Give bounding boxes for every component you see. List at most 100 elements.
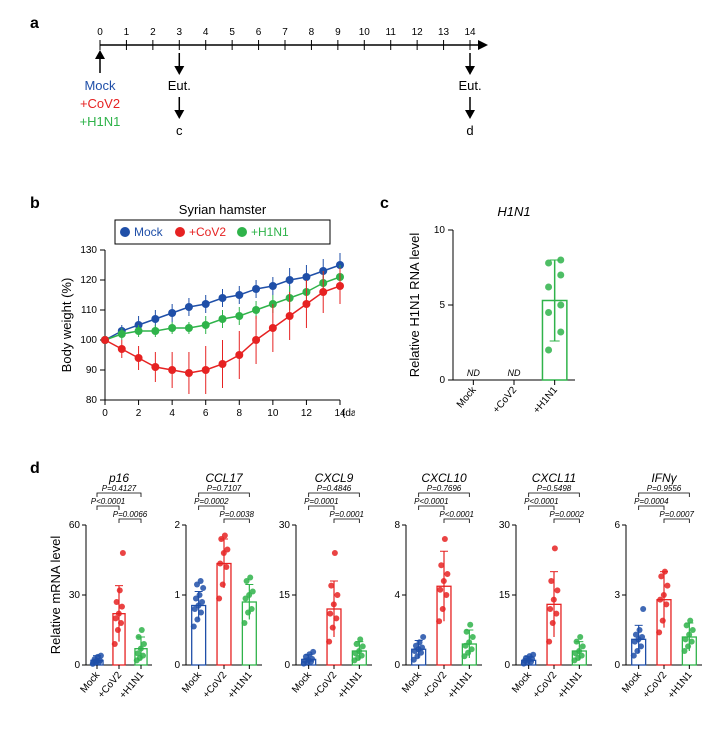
svg-text:P=0.0038: P=0.0038 <box>219 510 254 519</box>
svg-text:H1N1: H1N1 <box>497 204 530 219</box>
svg-text:P=0.7696: P=0.7696 <box>427 484 462 493</box>
svg-text:Mock: Mock <box>510 669 534 695</box>
svg-text:4: 4 <box>169 408 175 419</box>
svg-text:Mock: Mock <box>180 669 204 695</box>
svg-text:12: 12 <box>301 408 313 419</box>
panel-d-p16: p16P=0.4127P<0.0001P=0.006603060Relative… <box>50 470 158 720</box>
svg-text:11: 11 <box>386 27 397 38</box>
svg-text:10: 10 <box>434 225 446 236</box>
panel-letter-d: d <box>30 460 40 478</box>
svg-text:8: 8 <box>394 520 400 531</box>
svg-text:CXCL9: CXCL9 <box>315 471 354 485</box>
svg-text:6: 6 <box>614 520 620 531</box>
svg-text:P=0.0004: P=0.0004 <box>634 497 669 506</box>
svg-text:5: 5 <box>229 27 235 38</box>
svg-text:2: 2 <box>174 520 180 531</box>
panel-letter-a: a <box>30 15 39 33</box>
svg-text:P=0.5498: P=0.5498 <box>537 484 572 493</box>
svg-text:CCL17: CCL17 <box>205 471 244 485</box>
svg-text:110: 110 <box>81 305 97 316</box>
svg-text:P=0.0001: P=0.0001 <box>304 497 338 506</box>
svg-text:Eut.: Eut. <box>168 78 191 93</box>
svg-text:+H1N1: +H1N1 <box>556 670 585 701</box>
svg-text:Mock: Mock <box>134 225 164 239</box>
panel-d-ccl17: CCL17P=0.7107 P=0.0002 P=0.0038 0 1 2 Mock+CoV… <box>160 470 268 720</box>
svg-text:130: 130 <box>80 245 97 256</box>
svg-text:P=0.0002: P=0.0002 <box>194 497 229 506</box>
svg-text:+H1N1: +H1N1 <box>226 670 255 701</box>
svg-text:d: d <box>466 123 473 138</box>
svg-text:0: 0 <box>394 660 400 671</box>
svg-text:Mock: Mock <box>400 669 424 695</box>
svg-text:+CoV2: +CoV2 <box>311 670 340 701</box>
svg-text:30: 30 <box>499 520 511 531</box>
svg-text:3: 3 <box>614 590 620 601</box>
svg-text:P<0.0001: P<0.0001 <box>439 510 473 519</box>
svg-text:P=0.9556: P=0.9556 <box>647 484 682 493</box>
svg-text:Eut.: Eut. <box>458 78 481 93</box>
svg-text:+CoV2: +CoV2 <box>189 225 226 239</box>
svg-text:7: 7 <box>282 27 288 38</box>
svg-text:ND: ND <box>467 368 480 378</box>
svg-text:ND: ND <box>508 368 521 378</box>
svg-text:80: 80 <box>86 395 98 406</box>
svg-text:(days): (days) <box>342 408 355 419</box>
svg-text:100: 100 <box>80 335 97 346</box>
svg-text:0: 0 <box>504 660 510 671</box>
svg-text:Mock: Mock <box>84 78 116 93</box>
panel-b-chart: Syrian hamsterMock+CoV2+H1N1809010011012… <box>55 200 355 425</box>
svg-text:1: 1 <box>124 27 130 38</box>
svg-text:8: 8 <box>309 27 315 38</box>
svg-text:15: 15 <box>499 590 511 601</box>
svg-text:Relative mRNA level: Relative mRNA level <box>50 536 63 655</box>
svg-text:c: c <box>176 123 183 138</box>
svg-text:P=0.0001: P=0.0001 <box>329 510 363 519</box>
svg-text:+CoV2: +CoV2 <box>641 670 670 701</box>
panel-d-cxcl10: CXCL10P=0.7696P<0.0001P<0.0001048Mock+Co… <box>380 470 488 720</box>
svg-text:0: 0 <box>102 408 108 419</box>
svg-text:Mock: Mock <box>455 384 479 410</box>
panel-d-ifnγ: IFNγP=0.9556P=0.0004P=0.0007036Mock+CoV2… <box>600 470 706 720</box>
svg-text:Mock: Mock <box>290 669 314 695</box>
svg-text:IFNγ: IFNγ <box>651 471 677 485</box>
svg-text:+H1N1: +H1N1 <box>336 670 365 701</box>
svg-text:4: 4 <box>394 590 400 601</box>
svg-text:4: 4 <box>203 27 209 38</box>
panel-c-chart: H1N10510Relative H1N1 RNA levelNDMockND+… <box>405 200 585 430</box>
svg-text:Syrian hamster: Syrian hamster <box>179 202 267 217</box>
svg-text:0: 0 <box>74 660 80 671</box>
svg-text:6: 6 <box>256 27 262 38</box>
svg-text:15: 15 <box>279 590 291 601</box>
svg-text:Relative H1N1 RNA level: Relative H1N1 RNA level <box>407 233 422 378</box>
svg-text:+CoV2: +CoV2 <box>80 96 120 111</box>
svg-text:30: 30 <box>69 590 81 601</box>
svg-text:12: 12 <box>412 27 424 38</box>
svg-text:+H1N1: +H1N1 <box>251 225 289 239</box>
svg-text:8: 8 <box>237 408 243 419</box>
svg-text:CXCL10: CXCL10 <box>421 471 467 485</box>
svg-text:+CoV2: +CoV2 <box>491 385 520 416</box>
svg-text:6: 6 <box>203 408 209 419</box>
svg-text:P=0.4127: P=0.4127 <box>102 484 137 493</box>
figure-root: a01234567891011121314DaysMock+CoV2+H1N1E… <box>0 0 706 739</box>
svg-text:0: 0 <box>439 375 445 386</box>
svg-text:P=0.0066: P=0.0066 <box>113 510 148 519</box>
svg-text:120: 120 <box>80 275 97 286</box>
svg-text:P<0.0001: P<0.0001 <box>91 497 125 506</box>
svg-text:0: 0 <box>614 660 620 671</box>
svg-text:P=0.7107: P=0.7107 <box>207 484 242 493</box>
svg-text:9: 9 <box>335 27 341 38</box>
svg-text:90: 90 <box>86 365 98 376</box>
svg-text:+CoV2: +CoV2 <box>201 670 230 701</box>
svg-text:30: 30 <box>279 520 291 531</box>
svg-text:Body weight (%): Body weight (%) <box>59 278 74 373</box>
svg-text:P=0.0007: P=0.0007 <box>659 510 694 519</box>
svg-text:0: 0 <box>284 660 290 671</box>
svg-text:1: 1 <box>174 590 180 601</box>
svg-text:0: 0 <box>174 660 180 671</box>
panel-d-cxcl9: CXCL9P=0.4846P=0.0001P=0.000101530Mock+C… <box>270 470 378 720</box>
svg-text:2: 2 <box>136 408 142 419</box>
svg-text:+H1N1: +H1N1 <box>446 670 475 701</box>
svg-text:CXCL11: CXCL11 <box>532 471 576 485</box>
svg-text:14: 14 <box>464 27 476 38</box>
